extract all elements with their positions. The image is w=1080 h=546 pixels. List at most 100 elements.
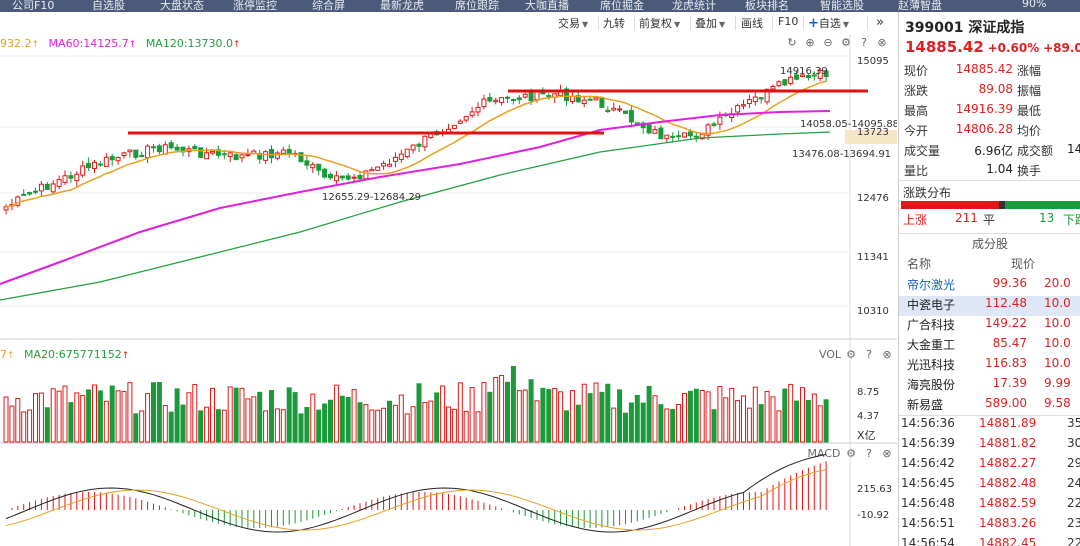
volume-bar [676, 403, 682, 443]
trade-button[interactable]: 交易 ▼ [558, 17, 589, 30]
nav-item[interactable]: 板块排名 [745, 0, 789, 12]
nav-item[interactable]: 涨停监控 [233, 0, 277, 12]
f10-button[interactable]: F10 [778, 15, 799, 28]
nav-item[interactable]: 综合屏 [312, 0, 345, 12]
high-annotation: 14916.39 [780, 66, 828, 77]
candle-body [27, 192, 33, 195]
nav-item[interactable]: 大盘状态 [160, 0, 204, 12]
candle-body [599, 97, 605, 108]
candle-body [664, 134, 670, 140]
index-name: 深证成指 [968, 20, 1025, 36]
add-watchlist-button[interactable]: +自选 ▼ [808, 16, 850, 31]
nine-turn-button[interactable]: 九转 [603, 17, 625, 30]
candle-body [109, 155, 115, 161]
volume-bar [664, 408, 670, 443]
low-annotation: 12655.29-12684.29 [322, 192, 421, 203]
close-icon[interactable]: ⊗ [877, 36, 887, 49]
candle-body [369, 169, 375, 172]
refresh-icon[interactable]: ↻ [787, 36, 797, 49]
divider [690, 16, 691, 30]
macd-dif-line [5, 454, 827, 533]
nav-item[interactable]: 龙虎统计 [672, 0, 716, 12]
nav-item[interactable]: 公司F10 [12, 0, 55, 12]
adjust-mode-button[interactable]: 前复权 ▼ [639, 17, 681, 30]
component-row[interactable]: 海亮股份 17.39 9.99 [899, 376, 1080, 396]
quote-value: 6.96亿 [974, 144, 1013, 158]
candle-body [328, 173, 333, 179]
volume-bar [387, 400, 392, 443]
nav-item[interactable]: 智能选股 [820, 0, 864, 12]
kline-chart-area: 交易 ▼ 九转 前复权 ▼ 叠加 ▼ 画线 F10 +自选 ▼ » 932.2↑ MA6… [0, 12, 897, 546]
volume-bar [392, 404, 398, 443]
change-percent: +0.60% [987, 41, 1040, 55]
settings-icon[interactable]: ⚙ [846, 447, 856, 460]
nav-item[interactable]: 自选股 [92, 0, 125, 12]
volume-bar [617, 389, 623, 443]
volume-bar [316, 409, 322, 443]
help-icon[interactable]: ? [861, 36, 867, 49]
index-title: 399001 深证成指 [905, 17, 1024, 37]
volume-bar [711, 409, 717, 443]
overlay-button[interactable]: 叠加 ▼ [695, 17, 726, 30]
tick-volume: 22 [1067, 536, 1080, 546]
volume-bar [280, 409, 286, 443]
nav-item[interactable]: 赵薄智盘 [898, 0, 942, 12]
nav-item[interactable]: 最新龙虎 [380, 0, 424, 12]
component-row[interactable]: 光迅科技 116.83 10.0 [899, 356, 1080, 376]
ma60-value: MA60:14125.7 [48, 37, 129, 50]
zoom-out-icon[interactable]: ⊖ [823, 36, 833, 49]
expand-icon[interactable]: » [876, 15, 884, 30]
component-row[interactable]: 帝尔激光 99.36 20.0 [899, 276, 1080, 296]
volume-bar [310, 393, 316, 443]
component-row[interactable]: 广合科技 149.22 10.0 [899, 316, 1080, 336]
volume-bar [658, 404, 664, 443]
settings-icon[interactable]: ⚙ [841, 36, 851, 49]
tick-price: 14882.59 [979, 496, 1037, 510]
nav-item[interactable]: 席位掘金 [600, 0, 644, 12]
close-icon[interactable]: ⊗ [882, 348, 892, 361]
volume-bar [21, 411, 27, 443]
volume-bar [817, 405, 823, 443]
volume-bar [304, 406, 310, 443]
price-tick-label: 15095 [857, 56, 889, 67]
stock-name: 光迅科技 [907, 358, 956, 372]
flat-segment [999, 201, 1005, 209]
volume-bar [86, 389, 92, 443]
help-icon[interactable]: ? [866, 447, 872, 460]
volume-bar [475, 411, 481, 443]
candle-body [510, 99, 516, 102]
candle-body [392, 156, 398, 162]
volume-bar [735, 400, 741, 443]
candle-body [298, 152, 304, 163]
divider [803, 16, 804, 30]
zoom-level[interactable]: 90% [1022, 0, 1047, 10]
volume-bar [375, 409, 381, 443]
stock-price: 589.00 [985, 396, 1027, 410]
help-icon[interactable]: ? [866, 348, 872, 361]
candle-body [687, 131, 693, 137]
ma120-value: MA120:13730.0 [145, 37, 234, 50]
moving-average-lines [0, 80, 831, 301]
candle-body [516, 97, 522, 101]
kline-chart[interactable]: 14916.39 14058.05-14095.88 13476.08-1369… [0, 12, 897, 546]
volume-bar [752, 386, 758, 443]
up-count: 211 [955, 211, 978, 225]
component-row[interactable]: 大金重工 85.47 10.0 [899, 336, 1080, 356]
quote-label: 涨跌 [904, 84, 929, 98]
candle-body [746, 99, 752, 104]
candle-body [162, 144, 168, 155]
candle-body [811, 74, 817, 77]
volume-bar [168, 411, 174, 443]
component-row[interactable]: 中瓷电子 112.48 10.0 [899, 296, 1080, 316]
close-icon[interactable]: ⊗ [882, 447, 892, 460]
component-row[interactable]: 新易盛 589.00 9.58 [899, 396, 1080, 416]
nav-item[interactable]: 大咖直播 [525, 0, 569, 12]
nav-item[interactable]: 席位跟踪 [455, 0, 499, 12]
macd-tick-label: -10.92 [857, 510, 889, 521]
candle-body [770, 85, 776, 90]
zoom-in-icon[interactable]: ⊕ [805, 36, 815, 49]
draw-line-button[interactable]: 画线 [741, 17, 763, 30]
settings-icon[interactable]: ⚙ [846, 348, 856, 361]
candle-body [80, 165, 86, 176]
volume-bar [741, 395, 746, 443]
